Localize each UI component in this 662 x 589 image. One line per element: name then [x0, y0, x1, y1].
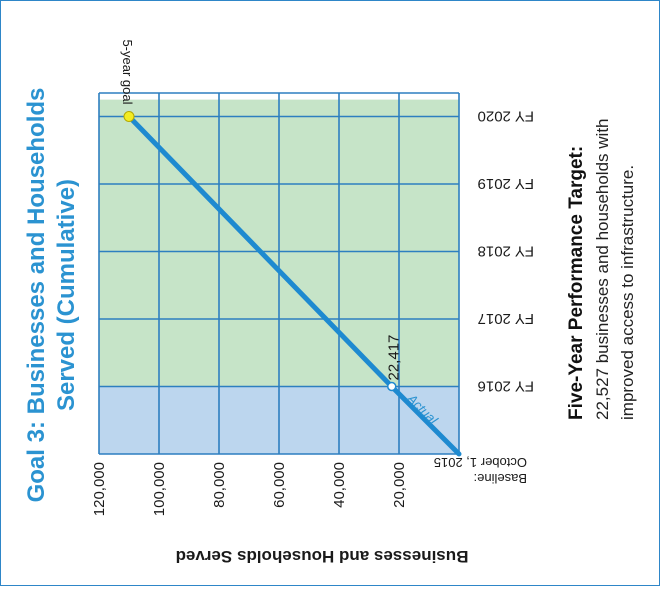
series-line-1 — [126, 114, 395, 389]
target-heading: Five-Year Performance Target: — [566, 146, 587, 420]
period-tick-label-2: FY 2017 — [478, 310, 534, 327]
target-body-line-1: 22,527 businesses and households with — [593, 119, 612, 421]
value-tick-label-5: 120,000 — [91, 462, 108, 516]
chart-title-line-1: Goal 3: Businesses and Households — [23, 88, 50, 503]
value-tick-label-2: 60,000 — [271, 462, 288, 508]
annotation-actual-value: 22,417 — [386, 335, 403, 381]
period-tick-label-1: FY 2016 — [478, 378, 534, 395]
actual-marker — [386, 381, 397, 392]
goal-marker — [123, 111, 135, 122]
period-tick-label-5: FY 2020 — [478, 108, 534, 125]
data-markers — [123, 111, 397, 392]
series-line-0 — [389, 384, 462, 457]
grid-lines — [98, 92, 460, 455]
period-tick-labels: Baseline:October 1, 2015 FY 2016 FY 2017 FY… — [434, 108, 534, 487]
value-tick-label-0: 20,000 — [391, 462, 408, 508]
value-tick-label-1: 40,000 — [331, 462, 348, 508]
value-tick-label-4: 100,000 — [151, 462, 168, 516]
annotation-goal: 5-year goal — [120, 39, 135, 104]
value-tick-labels: 20,000 40,000 60,000 80,000 100,000 120,000 — [91, 462, 408, 516]
value-axis-title: Businesses and Households Served — [176, 547, 469, 566]
chart-title-line-2: Served (Cumulative) — [53, 179, 80, 411]
baseline-sub-label: Baseline: — [474, 471, 527, 486]
series-lines — [126, 114, 462, 457]
period-tick-label-3: FY 2018 — [478, 243, 534, 260]
period-tick-label-4: FY 2019 — [478, 175, 534, 192]
target-body-line-2: improved access to infrastructure. — [618, 165, 637, 420]
period-tick-label-0: October 1, 2015 — [434, 455, 527, 470]
value-tick-label-3: 80,000 — [211, 462, 228, 508]
